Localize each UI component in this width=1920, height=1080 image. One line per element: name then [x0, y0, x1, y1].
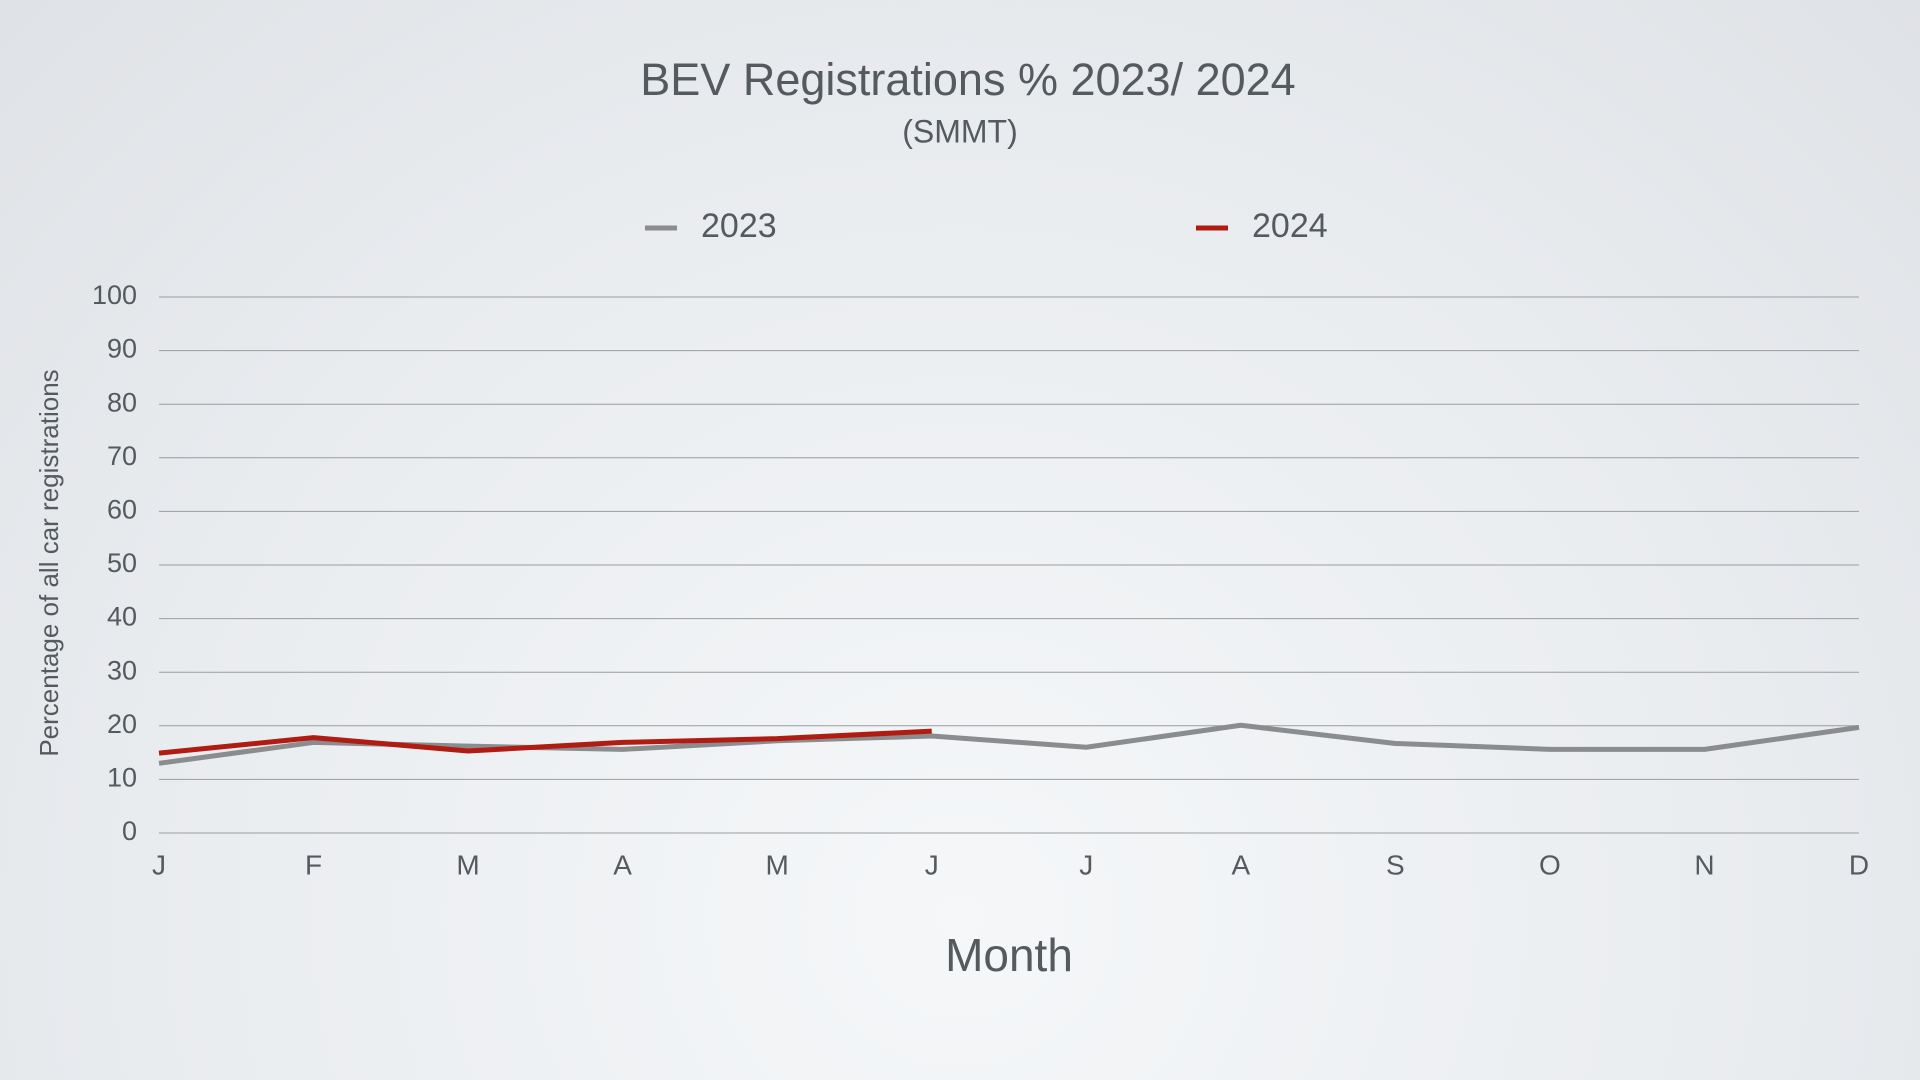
x-tick-label: J	[1079, 849, 1093, 880]
x-tick-label: J	[152, 849, 166, 880]
y-tick-label: 50	[107, 548, 137, 578]
x-axis-label: Month	[945, 929, 1073, 981]
y-tick-label: 100	[92, 280, 137, 310]
y-tick-label: 10	[107, 763, 137, 793]
x-tick-label: A	[613, 849, 632, 880]
x-tick-label: D	[1849, 849, 1869, 880]
y-tick-label: 30	[107, 655, 137, 685]
y-tick-label: 60	[107, 495, 137, 525]
x-tick-label: N	[1694, 849, 1714, 880]
chart-title: BEV Registrations % 2023/ 2024	[640, 54, 1295, 105]
x-tick-label: A	[1231, 849, 1250, 880]
line-series	[158, 722, 1860, 766]
chart-subtitle: (SMMT)	[902, 113, 1018, 149]
x-tick-label: J	[925, 849, 939, 880]
x-tick-label: O	[1539, 849, 1561, 880]
line-series	[158, 728, 932, 756]
y-tick-label: 0	[122, 816, 137, 846]
y-axis-label: Percentage of all car registrations	[34, 369, 64, 756]
x-tick-label: M	[456, 849, 479, 880]
y-tick-label: 40	[107, 602, 137, 632]
x-tick-label: S	[1386, 849, 1405, 880]
y-tick-label: 80	[107, 387, 137, 417]
legend-label: 2024	[1252, 207, 1328, 245]
x-tick-label: F	[305, 849, 322, 880]
y-tick-label: 90	[107, 334, 137, 364]
y-tick-label: 20	[107, 709, 137, 739]
y-tick-label: 70	[107, 441, 137, 471]
x-tick-label: M	[766, 849, 789, 880]
legend-label: 2023	[701, 207, 777, 245]
